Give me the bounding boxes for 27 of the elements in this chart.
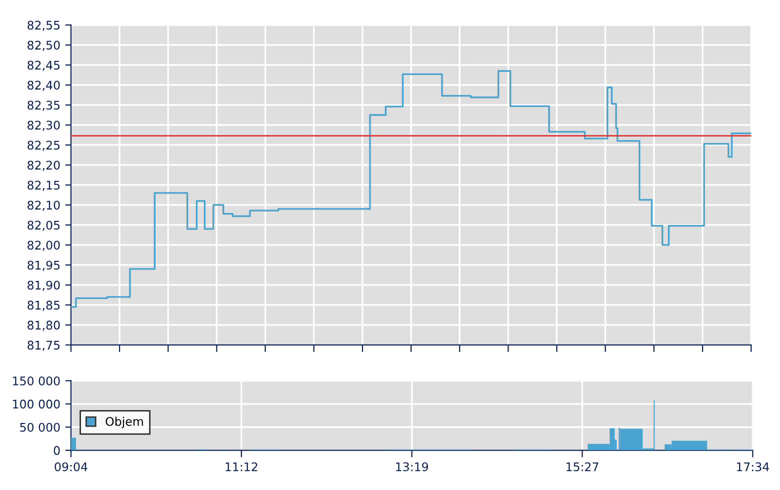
y-tick-label: 82,05 xyxy=(28,220,60,231)
legend-label: Objem xyxy=(106,416,143,428)
y-tick-label: 81,75 xyxy=(28,340,60,351)
x-tick-label: 09:04 xyxy=(54,462,88,472)
y-tick-label: 81,95 xyxy=(28,260,60,271)
y-tick-label: 82,50 xyxy=(28,40,60,51)
y-tick-label: 82,45 xyxy=(28,60,60,71)
x-tick-label: 13:19 xyxy=(396,462,428,472)
x-tick-label: 15:27 xyxy=(566,462,598,472)
y-tick-label: 81,90 xyxy=(28,280,60,291)
x-tick-label: 11:12 xyxy=(226,462,258,472)
y-tick-label: 82,30 xyxy=(28,120,60,131)
y-tick-label: 82,00 xyxy=(28,240,60,251)
y-tick-label: 82,55 xyxy=(28,20,60,31)
x-tick-label: 17:34 xyxy=(736,462,770,472)
y-tick-label: 82,40 xyxy=(28,80,60,91)
y-tick-label: 81,80 xyxy=(28,320,60,331)
y-tick-label: 0 xyxy=(54,446,60,455)
y-tick-label: 50 000 xyxy=(20,422,60,432)
y-tick-label: 82,15 xyxy=(28,180,60,191)
y-tick-label: 100 000 xyxy=(13,400,60,409)
y-tick-label: 82,10 xyxy=(28,200,60,211)
y-tick-label: 82,25 xyxy=(28,140,60,151)
y-tick-label: 81,85 xyxy=(28,300,60,311)
y-tick-label: 82,35 xyxy=(28,100,60,111)
y-tick-label: 82,20 xyxy=(28,160,60,171)
y-tick-label: 150 000 xyxy=(13,376,60,386)
